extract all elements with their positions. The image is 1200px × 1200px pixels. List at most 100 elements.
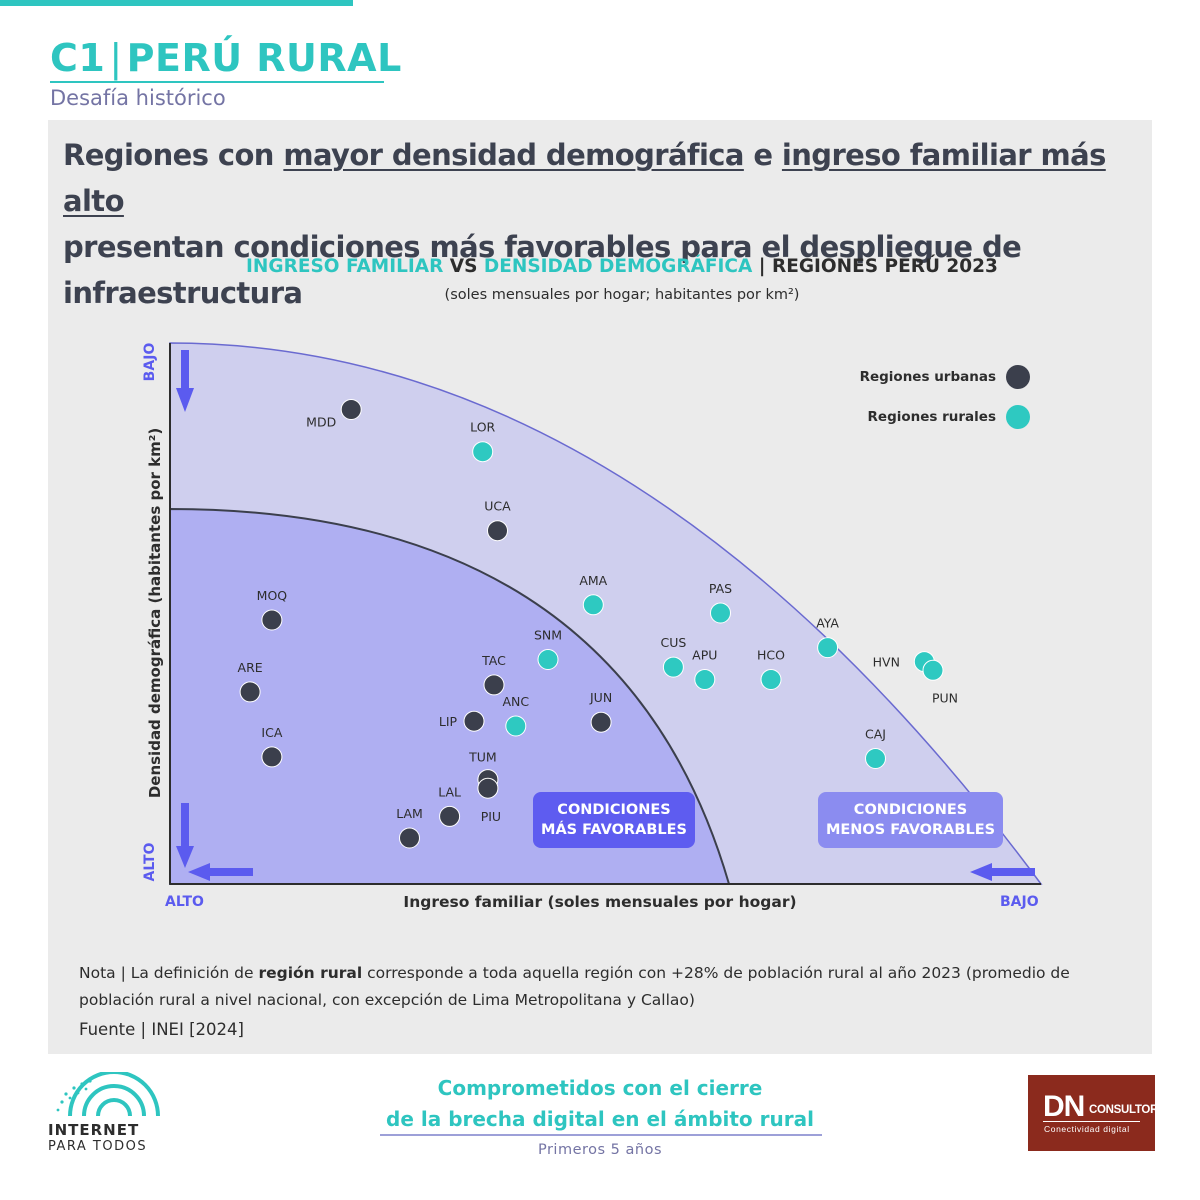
point-pun xyxy=(922,659,944,681)
headline: Regiones con mayor densidad demográfica … xyxy=(63,132,1163,316)
tagline-line-1: Comprometidos con el cierre xyxy=(437,1076,763,1100)
point-ama xyxy=(582,594,604,616)
chart-title-y: DENSIDAD DEMOGRÁFICA xyxy=(483,256,753,277)
zone-inner-area xyxy=(169,507,731,885)
point-label-piu: PIU xyxy=(481,809,501,824)
dn-logo-consultores: CONSULTORES xyxy=(1089,1104,1173,1116)
zone-fav-line1: CONDICIONES xyxy=(557,802,671,818)
point-label-lip: LIP xyxy=(439,714,458,729)
point-apu xyxy=(694,669,716,690)
section-separator: | xyxy=(109,36,123,80)
legend-label-urban: Regiones urbanas xyxy=(859,369,996,385)
point-label-jun: JUN xyxy=(589,690,612,705)
y-axis-bottom-label: ALTO xyxy=(142,842,158,882)
y-axis-label: Densidad demográfica (habitantes por km²… xyxy=(146,427,164,799)
x-axis-left-label: ALTO xyxy=(165,894,204,910)
arrow-left-bottom xyxy=(208,868,253,876)
tagline-line-2: de la brecha digital en el ámbito rural xyxy=(386,1107,814,1131)
tagline-underline xyxy=(380,1134,822,1136)
point-label-hco: HCO xyxy=(757,648,785,663)
headline-text-2: e xyxy=(743,138,782,172)
arrow-left-right-head xyxy=(970,863,992,881)
point-lal xyxy=(439,805,461,827)
point-anc xyxy=(505,715,527,737)
note-text: corresponde a toda aquella región con +2… xyxy=(79,964,1070,1009)
headline-text-1: Regiones con xyxy=(63,138,284,172)
point-label-lal: LAL xyxy=(438,784,461,799)
footer-tagline: Comprometidos con el cierre de la brecha… xyxy=(340,1073,860,1135)
dn-logo-tagline: Conectividad digital xyxy=(1044,1124,1130,1134)
chart-note: Nota | La definición de región rural cor… xyxy=(79,960,1089,1014)
y-axis-top-label: BAJO xyxy=(142,342,158,382)
point-label-ama: AMA xyxy=(579,573,607,588)
point-label-cus: CUS xyxy=(660,635,686,650)
internet-para-todos-logo xyxy=(56,1072,160,1117)
zone-label-more-favorable: CONDICIONES MÁS FAVORABLES xyxy=(533,792,695,848)
point-mdd xyxy=(340,399,362,420)
arrow-left-right xyxy=(990,868,1035,876)
point-label-aya: AYA xyxy=(816,616,839,631)
point-label-moq: MOQ xyxy=(257,588,288,603)
arrow-down-top xyxy=(181,350,189,390)
point-snm xyxy=(537,649,559,670)
point-caj xyxy=(865,748,886,769)
tagline-subtitle: Primeros 5 años xyxy=(537,1142,663,1158)
point-label-snm: SNM xyxy=(534,628,562,643)
point-label-tum: TUM xyxy=(468,750,497,765)
point-label-pas: PAS xyxy=(709,581,732,596)
point-label-are: ARE xyxy=(238,660,263,675)
point-piu xyxy=(477,777,499,799)
top-accent-rule xyxy=(0,0,353,6)
chart-title-scope: | REGIONES PERÚ 2023 xyxy=(752,256,998,277)
headline-line-2: presentan condiciones más favorables par… xyxy=(63,230,1022,310)
point-label-anc: ANC xyxy=(502,694,529,709)
section-code: C1 xyxy=(50,36,106,80)
legend-swatch-rural xyxy=(1006,405,1030,429)
x-axis-right-label: BAJO xyxy=(1000,894,1039,910)
legend: Regiones urbanas Regiones rurales xyxy=(850,364,1030,444)
point-lor xyxy=(472,441,494,463)
note-bold-term: región rural xyxy=(258,964,363,982)
legend-item-rural: Regiones rurales xyxy=(850,404,1030,430)
point-label-apu: APU xyxy=(692,648,717,663)
point-label-tac: TAC xyxy=(481,653,506,668)
point-ica xyxy=(261,746,283,768)
zone-label-less-favorable: CONDICIONES MENOS FAVORABLES xyxy=(818,792,1003,848)
section-title-underline xyxy=(50,81,384,83)
point-moq xyxy=(261,609,283,631)
section-title: C1 | PERÚ RURAL xyxy=(50,36,402,80)
headline-emphasis-2: ingreso familiar más alto xyxy=(63,138,1106,218)
point-aya xyxy=(817,637,839,659)
point-label-lor: LOR xyxy=(470,420,495,435)
point-lip xyxy=(463,710,485,732)
point-pas xyxy=(710,602,731,624)
logo-text-para-todos: PARA TODOS xyxy=(48,1139,148,1154)
dn-logo-mark: DN xyxy=(1043,1090,1085,1123)
point-label-mdd: MDD xyxy=(306,415,336,430)
legend-swatch-urban xyxy=(1006,365,1030,389)
chart-source: Fuente | INEI [2024] xyxy=(79,1020,244,1039)
point-uca xyxy=(487,520,508,542)
dn-logo-rule xyxy=(1043,1121,1140,1122)
arrow-left-bottom-head xyxy=(188,863,210,881)
point-label-uca: UCA xyxy=(484,499,511,514)
chart-units: (soles mensuales por hogar; habitantes p… xyxy=(444,287,800,303)
chart-title-x: INGRESO FAMILIAR xyxy=(246,256,444,277)
logo-text-internet: INTERNET xyxy=(48,1121,140,1139)
point-lam xyxy=(399,827,420,849)
section-subtitle: Desafía histórico xyxy=(50,86,226,110)
point-hco xyxy=(760,669,782,690)
legend-label-rural: Regiones rurales xyxy=(867,409,996,425)
zone-less-line1: CONDICIONES xyxy=(853,802,968,818)
headline-emphasis-1: mayor densidad demográfica xyxy=(283,138,744,172)
note-prefix: Nota | La definición de xyxy=(79,964,259,982)
legend-item-urban: Regiones urbanas xyxy=(850,364,1030,390)
arrow-down-bottom-head xyxy=(176,846,194,868)
point-label-ica: ICA xyxy=(261,725,282,740)
point-label-pun: PUN xyxy=(932,690,958,705)
zone-fav-line2: MÁS FAVORABLES xyxy=(541,822,687,838)
point-label-caj: CAJ xyxy=(865,727,886,742)
x-axis-label: Ingreso familiar (soles mensuales por ho… xyxy=(403,893,797,911)
arrow-down-bottom xyxy=(181,803,189,848)
